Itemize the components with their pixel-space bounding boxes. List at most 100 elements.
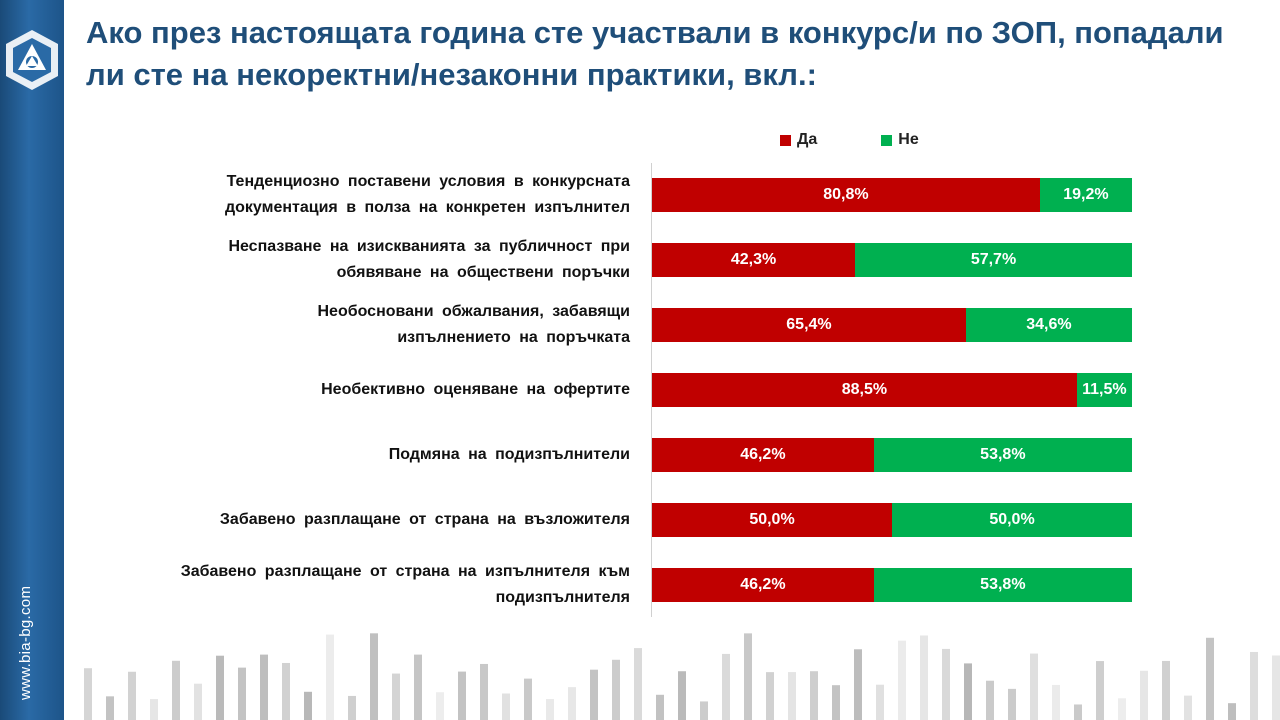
bar-segment-no: 11,5% [1076, 373, 1132, 407]
decorative-bar [1228, 703, 1236, 720]
decorative-bar [920, 635, 928, 720]
decorative-bar [854, 649, 862, 720]
decorative-bar [436, 692, 444, 720]
decorative-bar [370, 633, 378, 720]
decorative-bar [128, 671, 136, 720]
decorative-bar [1184, 695, 1192, 720]
decorative-bar [304, 691, 312, 720]
decorative-bar [876, 684, 884, 720]
category-label-line: изпълнението на поръчката [397, 329, 630, 346]
decorative-bar [458, 671, 466, 720]
category-label-line: Тенденциозно поставени условия в конкурс… [226, 173, 630, 190]
decorative-bar [502, 693, 510, 720]
decorative-bar [590, 669, 598, 720]
category-label-line: Забавено разплащане от страна на възложи… [219, 511, 630, 528]
decorative-bar [788, 672, 796, 720]
category-label-line: обявяване на обществени поръчки [336, 264, 630, 281]
decorative-bar [480, 663, 488, 720]
legend-item-yes: Да [780, 131, 817, 149]
category-label-line: Неспазване на изискванията за публичност… [228, 238, 630, 255]
category-label-line: документация в полза на конкретен изпълн… [224, 199, 630, 216]
category-label-line: подизпълнителя [495, 589, 630, 606]
legend-label-no: Не [898, 131, 919, 148]
decorative-bar [1030, 653, 1038, 720]
decorative-bar [546, 699, 554, 720]
category-label: Необективно оценяване на офертите [130, 377, 630, 403]
bar-segment-no: 53,8% [873, 568, 1132, 602]
bar-segment-no: 34,6% [965, 308, 1132, 342]
decorative-bar [1162, 660, 1170, 720]
bar-segment-yes: 88,5% [652, 373, 1077, 407]
decorative-bar [1074, 704, 1082, 720]
category-label: Необосновани обжалвания, забавящи изпълне… [130, 299, 631, 351]
bar-segment-no: 19,2% [1039, 178, 1132, 212]
decorative-bar [84, 668, 92, 720]
legend-swatch-yes [780, 134, 791, 146]
decorative-bar [898, 640, 906, 720]
decorative-bar [348, 695, 356, 720]
slide-title: Ако през настоящата година сте участвали… [86, 15, 1224, 92]
decorative-bar [1272, 655, 1280, 720]
decorative-bar [1118, 698, 1126, 720]
decorative-bar [1096, 661, 1104, 720]
decorative-bar [1250, 651, 1258, 720]
legend-swatch-no [881, 134, 893, 146]
decorative-bar [656, 694, 664, 720]
decorative-bar [326, 634, 334, 720]
decorative-bar [216, 655, 224, 720]
decorative-bar [942, 648, 950, 720]
decorative-bar [986, 680, 994, 720]
decorative-bar [766, 672, 774, 720]
category-label-line: Необективно оценяване на офертите [321, 381, 630, 398]
decorative-bar [568, 687, 576, 720]
category-label: Забавено разплащане от страна на изпълни… [130, 559, 630, 611]
decorative-bar [1206, 637, 1214, 720]
category-label-line: Необосновани обжалвания, забавящи [317, 303, 631, 320]
legend-label-yes: Да [797, 131, 818, 148]
decorative-bar [414, 654, 422, 720]
decorative-bar [238, 667, 246, 720]
bar-segment-no: 50,0% [892, 503, 1132, 537]
decorative-bar [832, 685, 840, 720]
decorative-bar [282, 662, 290, 720]
category-label: Подмяна на подизпълнители [130, 442, 630, 468]
bar-segment-yes: 65,4% [652, 308, 966, 342]
decorative-bar [700, 701, 708, 720]
decorative-bar [392, 673, 400, 720]
decorative-bar [194, 683, 202, 720]
chart-legend: Да Не [780, 131, 919, 149]
bar-segment-no: 57,7% [855, 243, 1132, 277]
decorative-bar [744, 633, 752, 720]
bar-segment-yes: 46,2% [652, 438, 874, 472]
sidebar: www.bia-bg.com [0, 0, 64, 720]
decorative-bar [634, 648, 642, 720]
category-axis-line [651, 163, 652, 617]
decorative-bars-graphic [84, 633, 1280, 720]
decorative-bar [260, 654, 268, 720]
decorative-bar [1052, 684, 1060, 720]
decorative-bar [810, 671, 818, 720]
decorative-bar [106, 696, 114, 720]
decorative-bar [524, 678, 532, 720]
bar-segment-yes: 42,3% [652, 243, 856, 277]
decorative-bar [150, 699, 158, 720]
legend-item-no: Не [881, 131, 919, 149]
bar-segment-yes: 46,2% [652, 568, 874, 602]
category-label: Неспазване на изискванията за публичност… [130, 234, 630, 286]
category-label: Тенденциозно поставени условия в конкурс… [130, 169, 630, 221]
decorative-bar [964, 663, 972, 720]
category-label-line: Забавено разплащане от страна на изпълни… [180, 563, 630, 580]
bia-logo [0, 26, 64, 98]
category-label-line: Подмяна на подизпълнители [388, 446, 630, 463]
decorative-bar [612, 659, 620, 720]
category-label: Забавено разплащане от страна на възложи… [130, 507, 630, 533]
decorative-bar [172, 660, 180, 720]
decorative-bar [1140, 670, 1148, 720]
bar-segment-yes: 50,0% [652, 503, 892, 537]
decorative-bar [1008, 688, 1016, 720]
decorative-bar [678, 671, 686, 720]
decorative-bar [722, 653, 730, 720]
bar-segment-yes: 80,8% [652, 178, 1040, 212]
bar-segment-no: 53,8% [873, 438, 1132, 472]
